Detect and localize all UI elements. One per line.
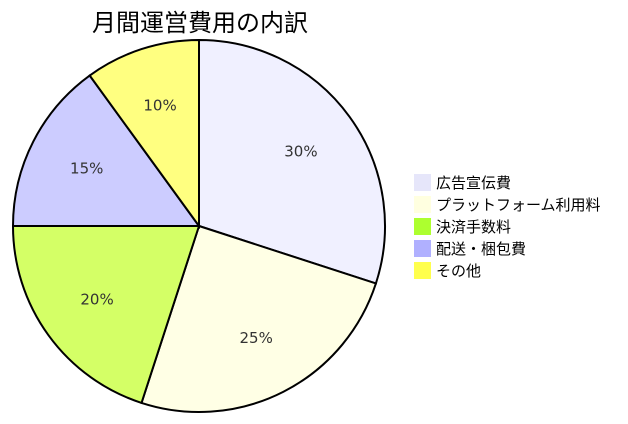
legend-item: プラットフォーム利用料 bbox=[414, 193, 601, 215]
slice-percent-label: 10% bbox=[143, 97, 176, 115]
legend-item: その他 bbox=[414, 259, 601, 281]
legend: 広告宣伝費プラットフォーム利用料 決済手数料配送・梱包費 その他 bbox=[414, 171, 601, 281]
legend-swatch bbox=[414, 261, 431, 279]
pie-slice bbox=[11, 74, 201, 227]
legend-swatch bbox=[414, 217, 431, 235]
legend-label: 配送・梱包費 bbox=[436, 239, 527, 258]
legend-swatch bbox=[414, 173, 431, 191]
slice-percent-label: 30% bbox=[284, 142, 317, 160]
legend-label: 広告宣伝費 bbox=[436, 173, 512, 192]
legend-item: 広告宣伝費 bbox=[414, 171, 601, 193]
legend-label: 決済手数料 bbox=[436, 217, 512, 236]
slice-percent-label: 20% bbox=[80, 291, 113, 309]
pie-slice bbox=[140, 224, 378, 413]
legend-label: プラットフォーム利用料 bbox=[436, 195, 601, 214]
pie-slice bbox=[11, 225, 201, 405]
legend-item: 決済手数料 bbox=[414, 215, 601, 237]
legend-label: その他 bbox=[436, 261, 482, 280]
slice-percent-label: 15% bbox=[70, 159, 103, 177]
pie-slice bbox=[198, 38, 386, 285]
chart-title: 月間運営費用の内訳 bbox=[92, 9, 308, 37]
pie-chart: 30% 25% 20% 15% 10% bbox=[11, 38, 386, 413]
legend-swatch bbox=[414, 195, 431, 213]
pie-slice bbox=[88, 38, 200, 230]
slice-percent-label: 25% bbox=[240, 329, 273, 347]
legend-item: 配送・梱包費 bbox=[414, 237, 601, 259]
legend-swatch bbox=[414, 239, 431, 257]
